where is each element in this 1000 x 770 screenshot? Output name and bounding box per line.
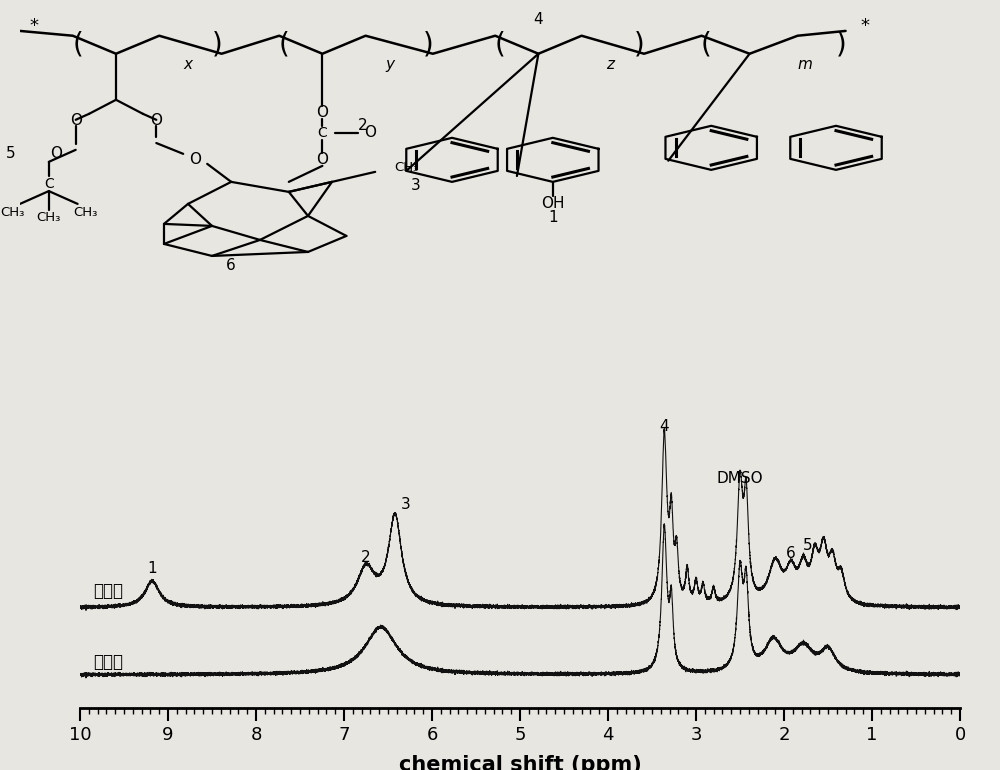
Text: C: C [44, 177, 54, 191]
Text: 5: 5 [803, 538, 813, 554]
Text: CH₃: CH₃ [37, 212, 61, 224]
Text: 6: 6 [226, 259, 236, 273]
Text: z: z [606, 57, 614, 72]
Text: C: C [318, 126, 327, 139]
Text: DMSO: DMSO [717, 471, 763, 487]
Text: 4: 4 [660, 419, 669, 434]
Text: OH: OH [541, 196, 565, 212]
Text: (: ( [701, 31, 712, 59]
Text: *: * [30, 17, 39, 35]
Text: m: m [798, 57, 813, 72]
Text: O: O [189, 152, 201, 166]
Text: 5: 5 [6, 146, 15, 162]
Text: 1: 1 [147, 561, 157, 576]
Text: ): ) [211, 31, 222, 59]
Text: 3: 3 [401, 497, 410, 512]
Text: 2: 2 [361, 550, 371, 564]
Text: 6: 6 [786, 546, 796, 561]
Text: ): ) [835, 31, 846, 59]
Text: ): ) [634, 31, 645, 59]
Text: O: O [316, 152, 328, 166]
Text: (: ( [279, 31, 289, 59]
Text: 3: 3 [411, 179, 420, 193]
Text: 1: 1 [548, 210, 558, 226]
Text: y: y [385, 57, 394, 72]
Text: 4: 4 [534, 12, 543, 27]
Text: *: * [860, 17, 869, 35]
Text: O: O [150, 113, 162, 128]
Text: CH₃: CH₃ [73, 206, 97, 219]
Text: 2: 2 [358, 119, 368, 133]
Text: O: O [50, 146, 62, 162]
Text: 醇解前: 醇解前 [93, 653, 123, 671]
Text: (: ( [495, 31, 505, 59]
Text: O: O [316, 105, 328, 120]
Text: CH₃: CH₃ [0, 206, 25, 219]
Text: ): ) [423, 31, 433, 59]
X-axis label: chemical shift (ppm): chemical shift (ppm) [399, 755, 641, 770]
Text: 醇解后: 醇解后 [93, 582, 123, 600]
Text: CH₃: CH₃ [394, 162, 419, 174]
Text: (: ( [72, 31, 83, 59]
Text: x: x [184, 57, 192, 72]
Text: O: O [70, 113, 82, 128]
Text: O: O [364, 125, 376, 140]
